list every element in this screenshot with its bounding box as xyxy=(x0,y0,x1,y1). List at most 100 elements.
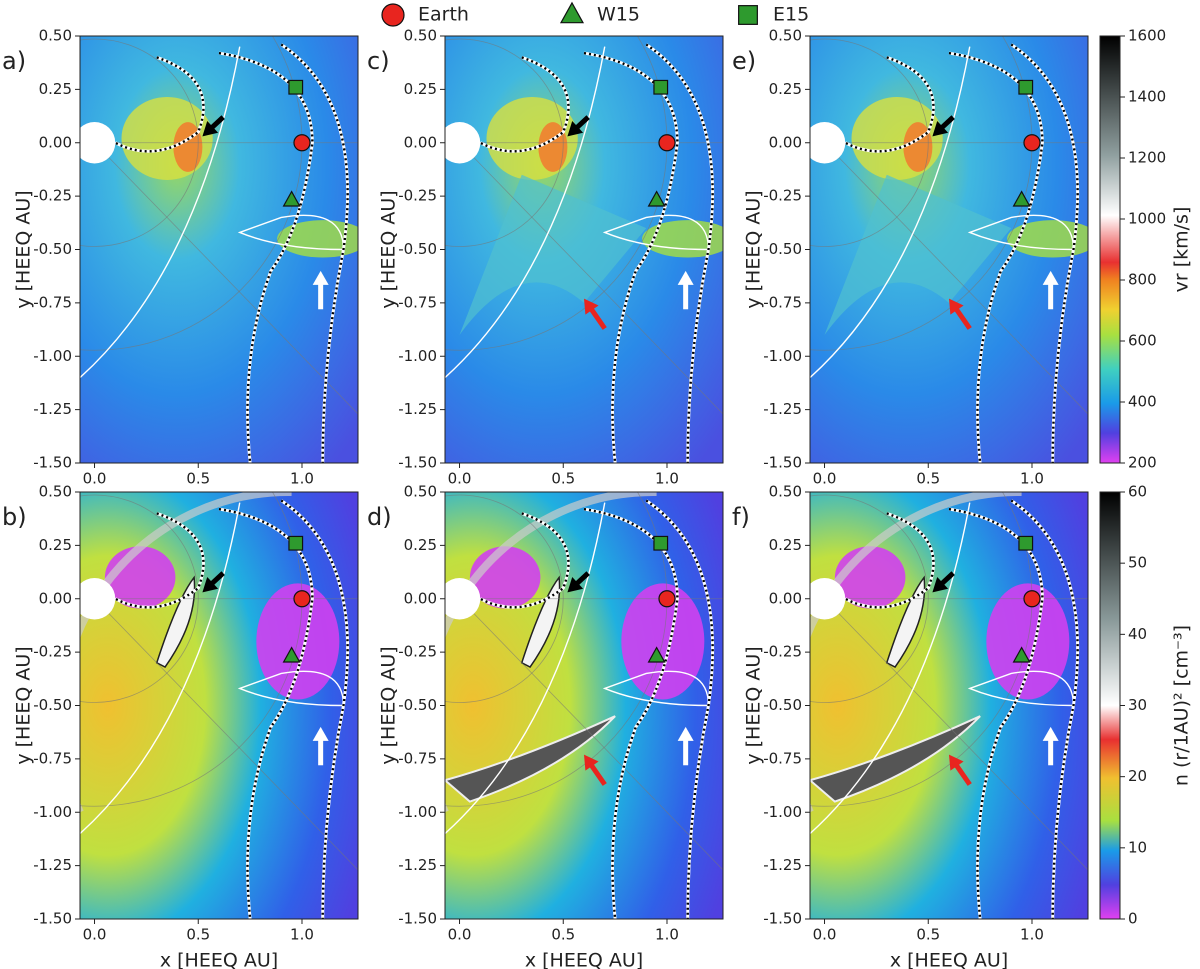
y-tick-label: -0.75 xyxy=(763,749,802,767)
x-axis-label: x [HEEQ AU] xyxy=(160,950,278,969)
y-tick-label: 0.25 xyxy=(39,80,72,98)
contour xyxy=(810,46,971,379)
annotation-arrowhead xyxy=(1042,270,1059,285)
y-tick-label: -0.25 xyxy=(398,643,437,661)
y-tick-label: -1.25 xyxy=(33,856,72,874)
marker-circle xyxy=(293,590,311,608)
field-line xyxy=(114,512,205,609)
annotation-arrowhead xyxy=(567,576,584,593)
contour xyxy=(445,502,606,835)
colorbar xyxy=(1099,491,1121,920)
grid-spoke xyxy=(94,142,358,415)
annotation-arrowhead xyxy=(677,270,694,285)
annotation-arrowhead xyxy=(932,120,949,137)
y-axis-label: y [HEEQ AU] xyxy=(378,646,400,764)
marker-triangle xyxy=(1012,190,1031,207)
legend-label: W15 xyxy=(597,4,640,26)
y-tick-label: -1.00 xyxy=(763,347,802,365)
marker-square xyxy=(288,535,304,551)
x-tick-label: 1.0 xyxy=(1020,470,1044,488)
field-blob xyxy=(155,575,196,669)
x-axis-label: x [HEEQ AU] xyxy=(890,950,1008,969)
y-axis-label: y [HEEQ AU] xyxy=(13,190,35,308)
colorbar-tick-label: 30 xyxy=(1128,696,1147,714)
annotation-arrowhead xyxy=(677,726,694,741)
y-tick-label: -1.00 xyxy=(33,347,72,365)
x-tick-label: 0.5 xyxy=(186,926,210,944)
x-tick-label: 0.5 xyxy=(186,470,210,488)
field-line xyxy=(948,51,1044,463)
y-tick-label: 0.25 xyxy=(769,80,802,98)
panel-label: a) xyxy=(2,47,26,75)
y-tick-label: -0.50 xyxy=(398,696,437,714)
marker-square xyxy=(1018,535,1034,551)
panel-map xyxy=(810,36,1088,463)
contour xyxy=(80,46,241,379)
y-tick-label: -0.75 xyxy=(33,293,72,311)
y-tick-label: -1.25 xyxy=(763,856,802,874)
y-tick-label: -0.75 xyxy=(398,749,437,767)
sun xyxy=(810,578,846,620)
sun xyxy=(445,122,481,164)
field-line xyxy=(479,512,570,609)
y-tick-label: -1.50 xyxy=(398,454,437,472)
marker-circle xyxy=(293,134,311,152)
sun xyxy=(80,122,116,164)
y-tick-label: -1.00 xyxy=(763,803,802,821)
y-tick-label: 0.00 xyxy=(404,589,437,607)
annotation-arrowhead xyxy=(932,576,949,593)
x-tick-label: 0.0 xyxy=(83,926,107,944)
field-blob xyxy=(642,220,723,258)
colorbar-tick-label: 40 xyxy=(1128,625,1147,643)
colorbar-tick-label: 10 xyxy=(1128,838,1147,856)
colorbar-tick-label: 600 xyxy=(1128,332,1157,350)
y-tick-label: 0.25 xyxy=(404,536,437,554)
y-tick-label: -0.25 xyxy=(33,643,72,661)
colorbar xyxy=(1099,35,1121,464)
panel-map xyxy=(80,492,358,919)
panel-map xyxy=(445,36,723,463)
y-tick-label: -1.25 xyxy=(33,400,72,418)
field-line xyxy=(844,512,935,609)
x-tick-label: 1.0 xyxy=(290,470,314,488)
x-tick-label: 0.5 xyxy=(551,926,575,944)
annotation-arrowhead xyxy=(567,120,584,137)
colorbar-tick-label: 1200 xyxy=(1128,149,1166,167)
grid-spoke xyxy=(824,598,1088,871)
field-blob xyxy=(520,575,561,669)
marker-square xyxy=(653,535,669,551)
annotation-arrowhead xyxy=(584,754,599,771)
field-blob xyxy=(445,715,616,803)
x-tick-label: 0.0 xyxy=(813,470,837,488)
field-line xyxy=(583,51,679,463)
y-tick-label: -0.50 xyxy=(398,240,437,258)
x-tick-label: 0.5 xyxy=(551,470,575,488)
y-tick-label: -1.00 xyxy=(33,803,72,821)
y-axis-label: y [HEEQ AU] xyxy=(743,646,765,764)
y-tick-label: -1.25 xyxy=(398,856,437,874)
annotation-arrowhead xyxy=(312,270,329,285)
y-tick-label: 0.50 xyxy=(769,483,802,501)
colorbar-tick-label: 20 xyxy=(1128,767,1147,785)
sun xyxy=(80,578,116,620)
marker-circle xyxy=(658,134,676,152)
field-line xyxy=(280,499,349,919)
marker-circle xyxy=(381,3,405,27)
x-tick-label: 0.0 xyxy=(813,926,837,944)
y-tick-label: -1.50 xyxy=(33,454,72,472)
panel-label: f) xyxy=(732,503,750,531)
marker-circle xyxy=(658,590,676,608)
sun xyxy=(810,122,846,164)
marker-triangle xyxy=(282,190,301,207)
annotation-arrow xyxy=(587,305,607,330)
x-axis-label: x [HEEQ AU] xyxy=(525,950,643,969)
field-line xyxy=(218,507,314,919)
field-blob xyxy=(885,575,926,669)
y-tick-label: -0.75 xyxy=(398,293,437,311)
x-tick-label: 1.0 xyxy=(290,926,314,944)
y-tick-label: 0.00 xyxy=(769,133,802,151)
marker-triangle xyxy=(1012,646,1031,663)
y-tick-label: 0.25 xyxy=(769,536,802,554)
annotation-arrowhead xyxy=(1042,726,1059,741)
colorbar-tick-label: 1000 xyxy=(1128,210,1166,228)
